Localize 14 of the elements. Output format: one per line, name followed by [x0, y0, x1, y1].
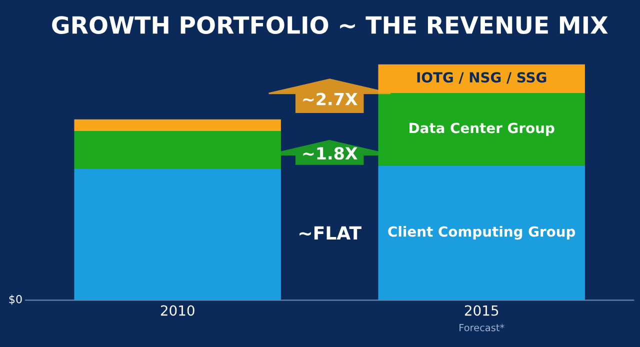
annotation: ~1.8X [303, 147, 358, 160]
x-tick-label: 2010 [160, 305, 194, 316]
text: Forecast* [460, 324, 504, 332]
bar [74, 168, 281, 300]
x-tick-label: 2015 [464, 305, 498, 316]
bar [74, 119, 281, 131]
annotation: ~FLAT [300, 226, 362, 240]
series-label: Client Computing Group [388, 226, 576, 240]
chart-title: GROWTH PORTFOLIO ~ THE REVENUE MIX [52, 16, 608, 34]
bar [378, 165, 585, 300]
annotation: ~2.7X [303, 92, 358, 106]
text: $0 [9, 294, 22, 305]
series-label: Data Center Group [410, 122, 554, 136]
series-label: IOTG / NSG / SSG [417, 72, 546, 84]
